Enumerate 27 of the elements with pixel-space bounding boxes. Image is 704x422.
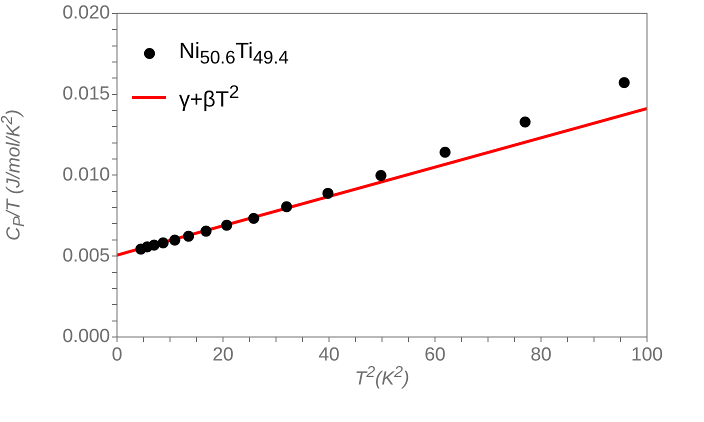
- x-axis-title: T$^{2}$(K$^{2}$): [354, 364, 410, 390]
- x-tick-label: 60: [424, 344, 446, 366]
- point: [618, 77, 630, 88]
- point: [248, 212, 260, 224]
- y-tick-label: 0.000: [62, 326, 110, 348]
- point: [183, 230, 194, 242]
- point: [169, 234, 180, 246]
- x-tick-label: 100: [631, 344, 663, 366]
- point: [322, 188, 334, 199]
- legend-label: Ni$_{50.6}$Ti$_{49.4}$: [179, 38, 289, 68]
- point: [440, 146, 451, 158]
- point: [520, 116, 531, 128]
- point: [375, 170, 386, 182]
- point: [221, 220, 232, 231]
- x-tick-label: 0: [112, 344, 122, 366]
- point: [200, 226, 212, 237]
- y-tick-label: 0.020: [62, 2, 110, 24]
- y-tick-label: 0.010: [62, 164, 110, 186]
- x-tick-label: 80: [530, 344, 552, 366]
- point: [281, 201, 292, 212]
- point: [158, 237, 169, 248]
- y-tick-label: 0.005: [62, 245, 110, 266]
- x-tick-label: 20: [212, 344, 234, 366]
- point: [148, 240, 160, 251]
- x-tick-label: 40: [318, 344, 340, 366]
- y-tick-label: 0.015: [62, 84, 110, 105]
- legend-label: γ+βT$^{2}$: [179, 81, 240, 113]
